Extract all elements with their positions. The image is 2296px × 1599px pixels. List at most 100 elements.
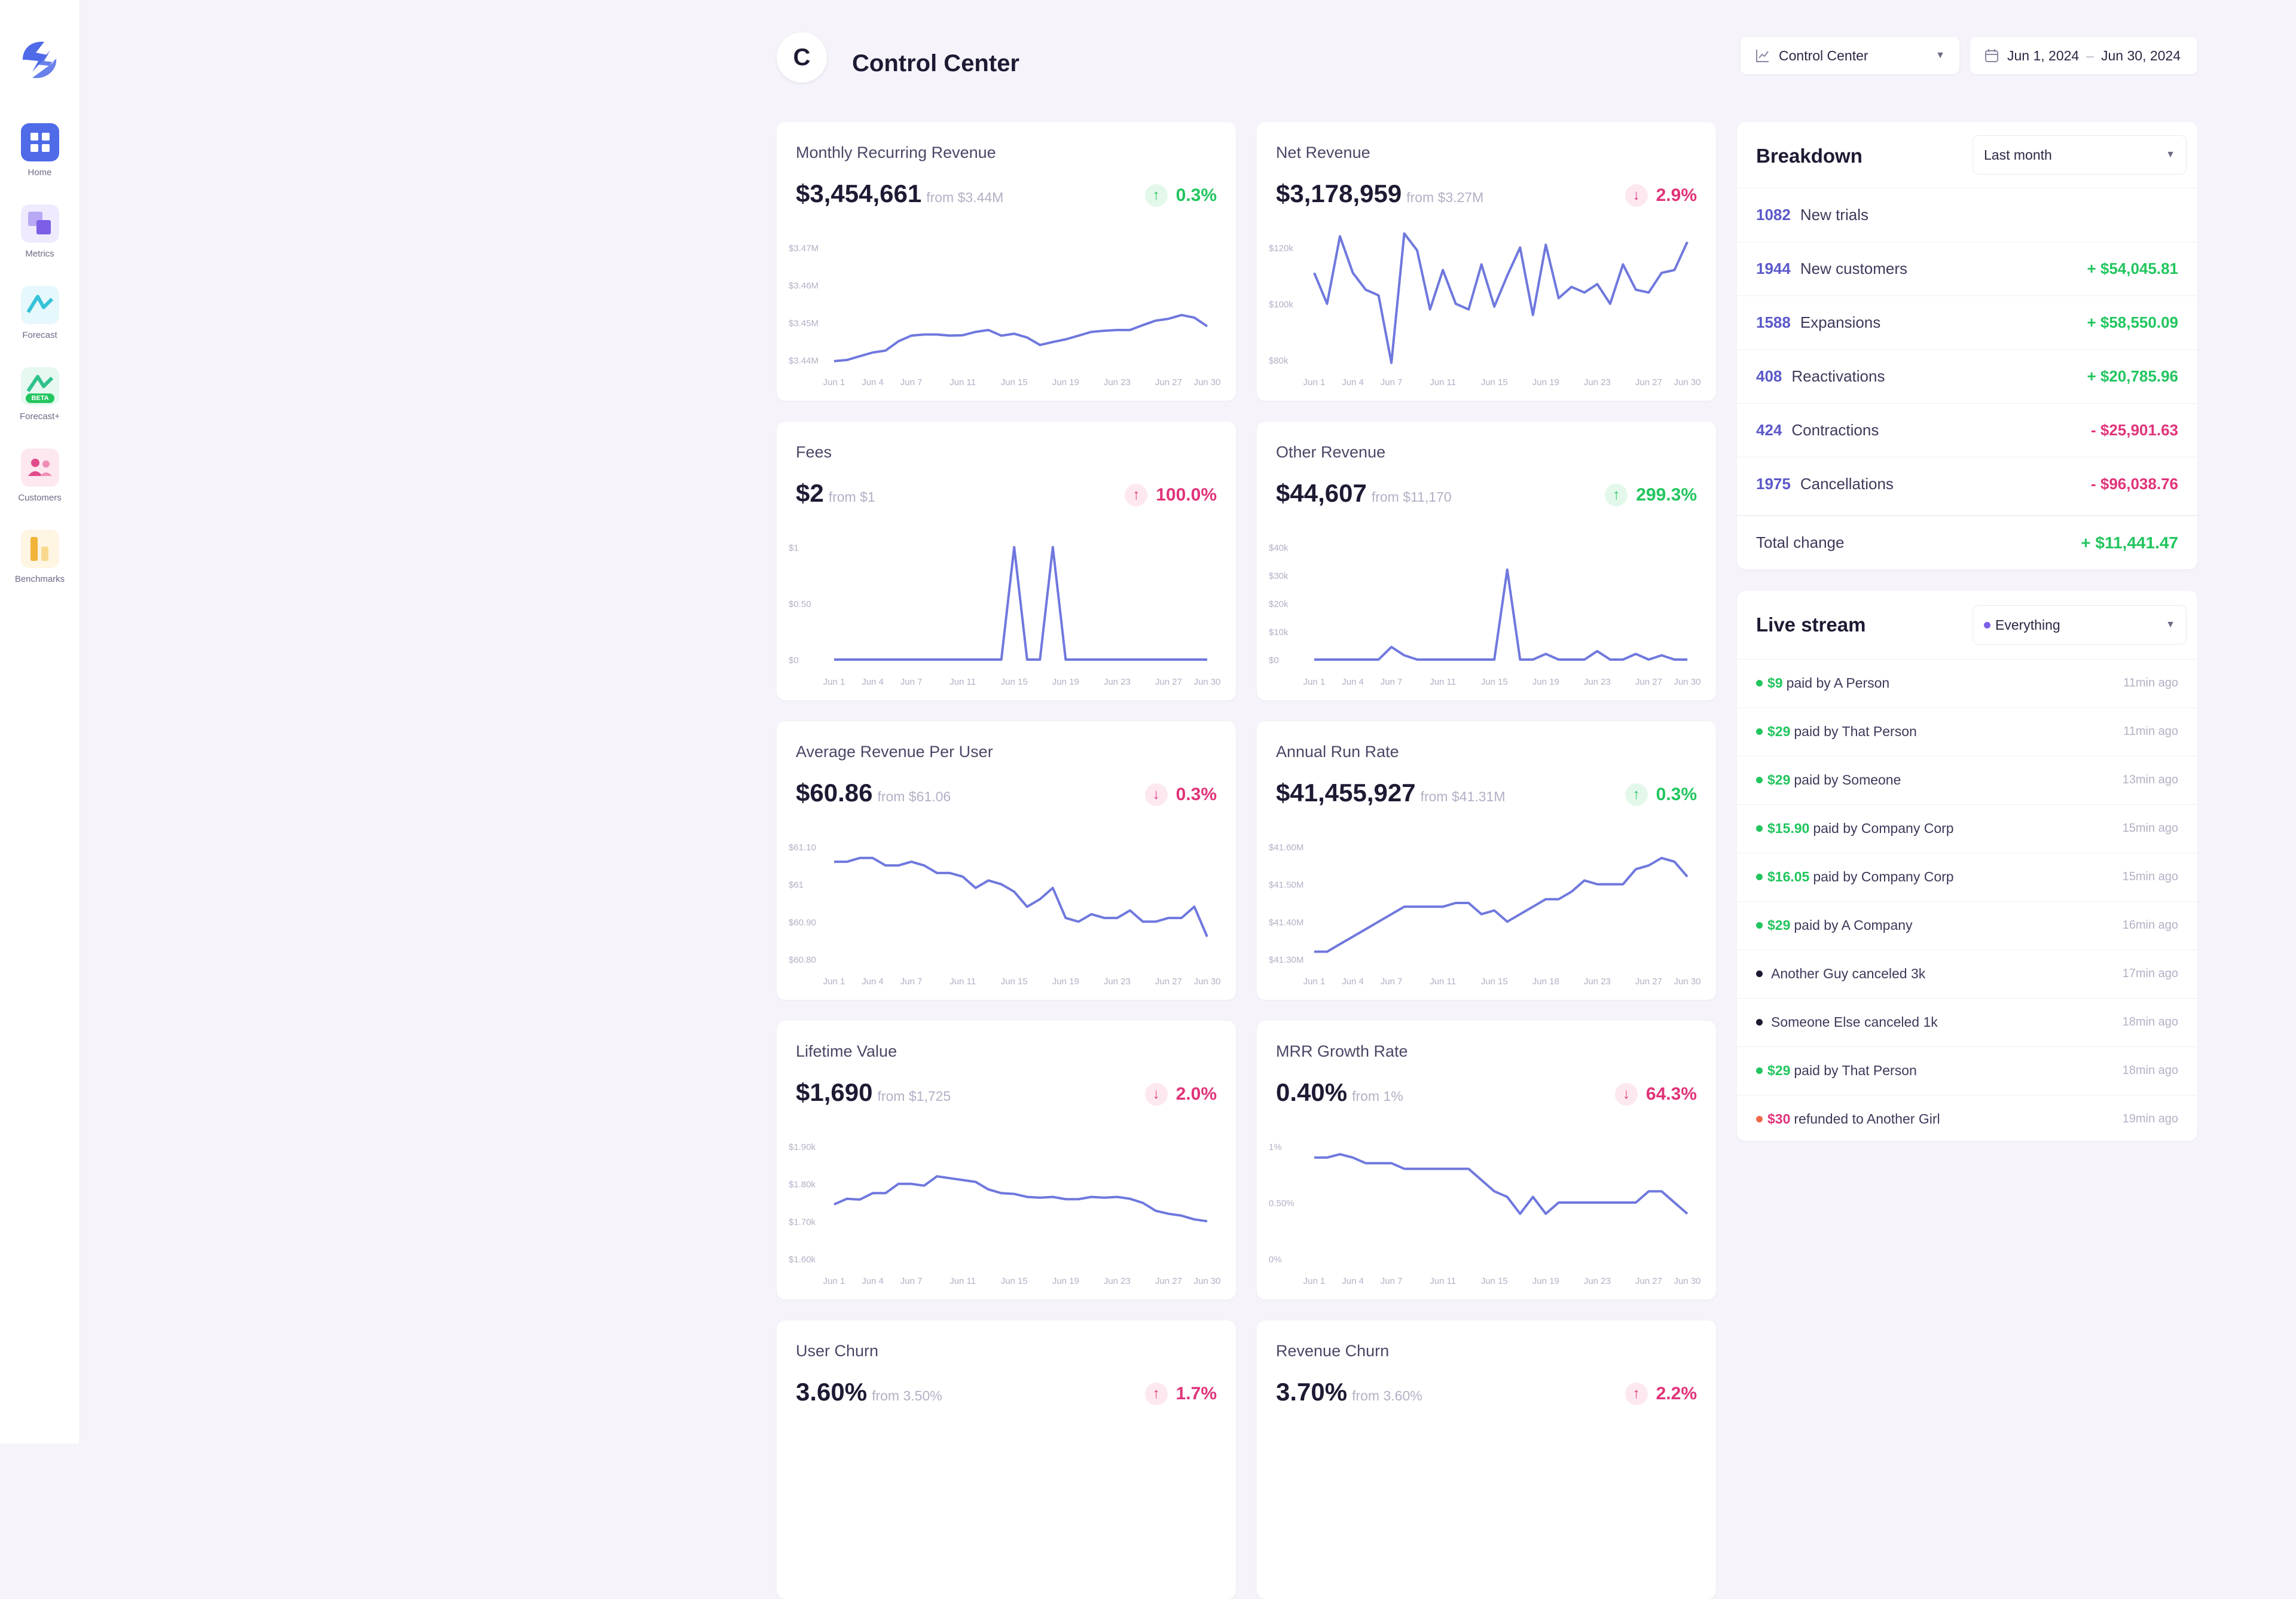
sidebar-item-home[interactable]: Home bbox=[0, 123, 80, 178]
event-amount: $30 bbox=[1767, 1111, 1791, 1127]
view-select-value: Control Center bbox=[1779, 47, 1868, 63]
y-tick-label: $61 bbox=[789, 880, 804, 890]
live-stream-event[interactable]: $29 paid by A Company 16min ago bbox=[1737, 901, 2197, 949]
arrow-down-icon: ↓ bbox=[1144, 783, 1168, 806]
x-tick-label: Jun 15 bbox=[1001, 977, 1028, 987]
y-tick-label: $100k bbox=[1269, 300, 1293, 310]
customers-icon bbox=[20, 448, 59, 487]
x-tick-label: Jun 19 bbox=[1052, 677, 1079, 687]
event-time: 15min ago bbox=[2122, 822, 2178, 835]
x-tick-label: Jun 15 bbox=[1481, 977, 1508, 987]
live-stream-filter-select[interactable]: Everything ▼ bbox=[1973, 605, 2187, 645]
x-tick-label: Jun 27 bbox=[1155, 677, 1182, 687]
event-status-dot-icon bbox=[1756, 1116, 1763, 1122]
live-stream-event[interactable]: Someone Else canceled 1k 18min ago bbox=[1737, 998, 2197, 1046]
x-tick-label: Jun 15 bbox=[1481, 377, 1508, 387]
x-tick-label: Jun 1 bbox=[1303, 977, 1326, 987]
x-tick-label: Jun 7 bbox=[900, 977, 923, 987]
metric-card-revenue-churn[interactable]: Revenue Churn 3.70% from 3.60% ↑ 2.2% bbox=[1257, 1320, 1716, 1599]
breakdown-period-select[interactable]: Last month ▼ bbox=[1973, 135, 2187, 175]
metric-value: 0.40% from 1% bbox=[1276, 1078, 1403, 1107]
date-range-picker[interactable]: Jun 1, 2024 – Jun 30, 2024 bbox=[1970, 37, 2197, 74]
metric-value-text: $2 bbox=[796, 479, 824, 507]
sidebar-item-label: Home bbox=[28, 167, 52, 178]
metric-card-mrr[interactable]: Monthly Recurring Revenue $3,454,661 from … bbox=[777, 122, 1236, 401]
x-tick-label: Jun 4 bbox=[1342, 977, 1364, 987]
x-tick-label: Jun 7 bbox=[900, 677, 923, 687]
metric-chart: $3.47M $3.46M $3.45M $3.44M Jun 1 Jun 4 Jun 7 J… bbox=[789, 243, 1221, 387]
total-change-label: Total change bbox=[1756, 533, 1845, 551]
x-tick-label: Jun 23 bbox=[1104, 677, 1131, 687]
live-stream-event[interactable]: $29 paid by That Person 18min ago bbox=[1737, 1046, 2197, 1094]
x-tick-label: Jun 23 bbox=[1104, 377, 1131, 387]
arrow-down-icon: ↓ bbox=[1144, 1083, 1168, 1106]
event-text: paid by Someone bbox=[1794, 772, 1901, 788]
event-status-dot-icon bbox=[1756, 1067, 1763, 1074]
breakdown-row[interactable]: 1588 Expansions + $58,550.09 bbox=[1737, 295, 2197, 349]
breakdown-row[interactable]: 1975 Cancellations - $96,038.76 bbox=[1737, 457, 2197, 511]
metric-card-net-revenue[interactable]: Net Revenue $3,178,959 from $3.27M ↓ 2.9% $12… bbox=[1257, 122, 1716, 401]
y-tick-label: $30k bbox=[1269, 571, 1289, 581]
live-stream-event[interactable]: $9 paid by A Person 11min ago bbox=[1737, 659, 2197, 707]
metric-title: Monthly Recurring Revenue bbox=[796, 144, 996, 161]
event-amount: $29 bbox=[1767, 772, 1791, 788]
sidebar-item-metrics[interactable]: Metrics bbox=[0, 205, 80, 259]
metric-card-user-churn[interactable]: User Churn 3.60% from 3.50% ↑ 1.7% bbox=[777, 1320, 1236, 1599]
date-start: Jun 1, 2024 bbox=[2007, 47, 2080, 63]
metric-card-mrr-growth-rate[interactable]: MRR Growth Rate 0.40% from 1% ↓ 64.3% 1% 0.50%… bbox=[1257, 1021, 1716, 1299]
series-line bbox=[1314, 856, 1689, 953]
metric-value-text: $1,690 bbox=[796, 1078, 873, 1106]
metric-value: $60.86 from $61.06 bbox=[796, 779, 951, 807]
arrow-up-icon: ↑ bbox=[1144, 184, 1168, 207]
x-tick-label: Jun 23 bbox=[1584, 977, 1611, 987]
date-end: Jun 30, 2024 bbox=[2101, 47, 2181, 63]
y-tick-label: $20k bbox=[1269, 599, 1289, 609]
live-stream-event[interactable]: $29 paid by That Person 11min ago bbox=[1737, 707, 2197, 755]
sidebar-item-forecast[interactable]: Forecast bbox=[0, 286, 80, 340]
live-stream-event[interactable]: $15.90 paid by Company Corp 15min ago bbox=[1737, 804, 2197, 852]
x-tick-label: Jun 11 bbox=[1430, 677, 1456, 687]
breakdown-row[interactable]: 1944 New customers + $54,045.81 bbox=[1737, 242, 2197, 295]
metric-value-text: $41,455,927 bbox=[1276, 779, 1416, 807]
metric-delta: ↓ 0.3% bbox=[1144, 783, 1217, 806]
metric-card-ltv[interactable]: Lifetime Value $1,690 from $1,725 ↓ 2.0% $1.9… bbox=[777, 1021, 1236, 1299]
arrow-up-icon: ↑ bbox=[1625, 1383, 1648, 1405]
sidebar-item-benchmarks[interactable]: Benchmarks bbox=[0, 530, 80, 584]
metric-value-text: 3.60% bbox=[796, 1378, 868, 1406]
x-tick-label: Jun 15 bbox=[1001, 377, 1028, 387]
metric-card-arr[interactable]: Annual Run Rate $41,455,927 from $41.31M ↑ 0… bbox=[1257, 721, 1716, 1000]
metric-card-other-revenue[interactable]: Other Revenue $44,607 from $11,170 ↑ 299.3% $… bbox=[1257, 422, 1716, 700]
metric-delta: ↑ 0.3% bbox=[1144, 184, 1217, 207]
x-tick-label: Jun 30 bbox=[1193, 1276, 1220, 1286]
arrow-up-icon: ↑ bbox=[1144, 1383, 1168, 1405]
event-text: paid by That Person bbox=[1794, 724, 1917, 739]
sidebar-item-forecast-plus[interactable]: BETA Forecast+ bbox=[0, 367, 80, 422]
live-stream-event[interactable]: $29 paid by Someone 13min ago bbox=[1737, 756, 2197, 804]
breakdown-row[interactable]: 424 Contractions - $25,901.63 bbox=[1737, 403, 2197, 457]
metric-title: Revenue Churn bbox=[1276, 1342, 1390, 1360]
arrow-down-icon: ↓ bbox=[1614, 1083, 1638, 1106]
metric-title: User Churn bbox=[796, 1342, 879, 1360]
metric-value-text: $3,454,661 bbox=[796, 179, 922, 207]
y-tick-label: $61.10 bbox=[789, 843, 816, 853]
avatar[interactable]: C bbox=[777, 32, 827, 83]
event-time: 11min ago bbox=[2123, 676, 2178, 689]
breakdown-row[interactable]: 408 Reactivations + $20,785.96 bbox=[1737, 349, 2197, 403]
metric-previous-value: from $11,170 bbox=[1371, 489, 1452, 505]
live-stream-event[interactable]: $30 refunded to Another Girl 19min ago bbox=[1737, 1095, 2197, 1143]
live-stream-filter-value: Everything bbox=[1995, 617, 2060, 633]
x-tick-label: Jun 11 bbox=[1430, 977, 1456, 987]
chevron-down-icon: ▼ bbox=[1935, 50, 1945, 60]
live-stream-event[interactable]: $16.05 paid by Company Corp 15min ago bbox=[1737, 853, 2197, 901]
page-title: Control Center bbox=[852, 50, 1019, 77]
x-tick-label: Jun 27 bbox=[1635, 377, 1662, 387]
view-select[interactable]: Control Center ▼ bbox=[1741, 37, 1959, 74]
metric-delta: ↑ 1.7% bbox=[1144, 1383, 1217, 1405]
metric-card-fees[interactable]: Fees $2 from $1 ↑ 100.0% $1 $0.50 $0 Jun 1 Jun 4 J… bbox=[777, 422, 1236, 700]
x-tick-label: Jun 30 bbox=[1674, 1276, 1700, 1286]
metric-card-arpu[interactable]: Average Revenue Per User $60.86 from $61.0… bbox=[777, 721, 1236, 1000]
breakdown-row[interactable]: 1082 New trials bbox=[1737, 188, 2197, 242]
live-stream-event[interactable]: Another Guy canceled 3k 17min ago bbox=[1737, 950, 2197, 997]
brand-logo-icon[interactable] bbox=[14, 35, 65, 85]
sidebar-item-customers[interactable]: Customers bbox=[0, 448, 80, 503]
